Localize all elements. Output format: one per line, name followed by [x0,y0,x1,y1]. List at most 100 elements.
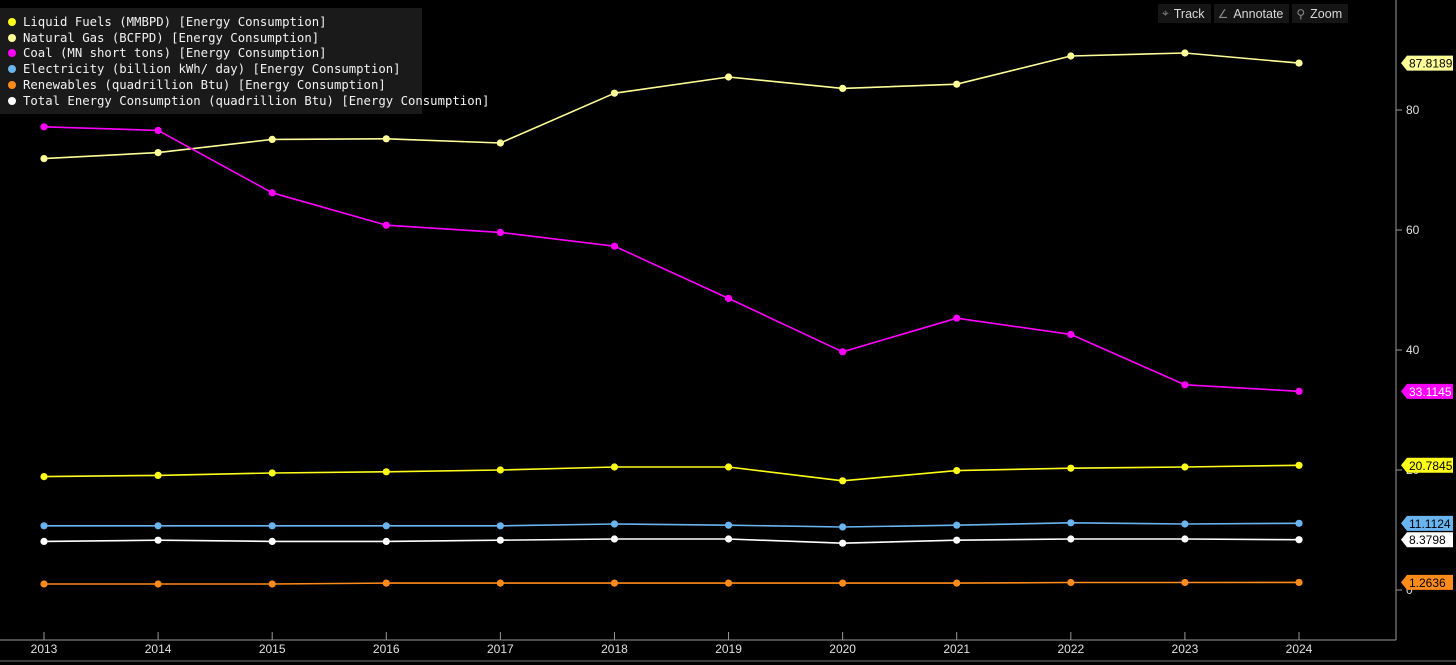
series-3-point[interactable] [1067,330,1075,338]
series-5-point[interactable] [839,579,847,587]
series-3-last-value-flag [1401,383,1453,399]
series-3-line [43,126,1300,393]
series-2-point[interactable] [154,149,162,157]
series-4-point[interactable] [496,522,504,530]
series-2-point[interactable] [1295,59,1303,67]
series-5-point[interactable] [382,579,390,587]
series-1-point[interactable] [724,463,733,471]
series-5-point[interactable] [496,579,504,587]
series-2-point[interactable] [1067,52,1075,60]
series-4-point[interactable] [724,521,733,529]
series-6-point[interactable] [496,536,504,544]
legend-item[interactable]: Coal (MN short tons) [Energy Consumption… [8,46,422,62]
series-1-point[interactable] [953,467,961,475]
series-2-point[interactable] [268,135,276,143]
series-3-point[interactable] [496,228,504,236]
legend-swatch [8,81,16,90]
series-4-point[interactable] [1181,520,1189,528]
series-3-point[interactable] [724,294,733,302]
legend-item[interactable]: Natural Gas (BCFPD) [Energy Consumption] [8,30,422,46]
x-tick-label: 2019 [715,642,742,656]
series-5-point[interactable] [40,580,48,588]
series-5-point[interactable] [724,579,733,587]
series-1-point[interactable] [154,471,162,479]
series-5-point[interactable] [154,580,162,588]
series-5-point[interactable] [1295,578,1303,587]
legend-item[interactable]: Total Energy Consumption (quadrillion Bt… [8,93,489,109]
series-4-point[interactable] [953,521,961,529]
series-6-last-value-flag [1401,532,1453,548]
legend-item[interactable]: Renewables (quadrillion Btu) [Energy Con… [8,77,422,93]
series-5-point[interactable] [610,579,619,587]
series-3-point[interactable] [382,221,390,229]
series-2-point[interactable] [1181,49,1189,57]
series-4-point[interactable] [1295,519,1303,527]
series-4-point[interactable] [610,520,619,528]
crosshair-icon: ⌖ [1162,6,1169,20]
legend-item[interactable]: Electricity (billion kWh/ day) [Energy C… [8,61,422,77]
series-3-point[interactable] [953,314,961,322]
series-6-last-value-label: 8.3798 [1401,532,1453,548]
series-5-last-value-text: 1.2636 [1409,576,1446,590]
series-1-point[interactable] [1067,464,1075,472]
series-4-point[interactable] [382,522,390,530]
series-4-point[interactable] [40,522,48,530]
annotate-button[interactable]: ∠ Annotate [1213,4,1290,23]
series-2-point[interactable] [496,139,504,147]
series-1-point[interactable] [40,473,48,481]
series-3-point[interactable] [40,123,48,131]
series-4-point[interactable] [839,523,847,531]
series-1-point[interactable] [268,469,276,477]
series-6-point[interactable] [724,535,733,543]
series-5-point[interactable] [953,579,961,587]
legend-label: Liquid Fuels (MMBPD) [Energy Consumption… [23,14,327,29]
x-tick-label: 2020 [829,642,856,656]
series-4-point[interactable] [1067,519,1075,527]
series-2-point[interactable] [382,135,390,143]
series-1-point[interactable] [1295,461,1303,469]
series-2-point[interactable] [610,89,619,97]
series-3-point[interactable] [268,189,276,197]
x-tick-label: 2016 [373,642,400,656]
series-6-point[interactable] [953,536,961,544]
series-2-point[interactable] [724,73,733,81]
series-6-point[interactable] [1067,535,1075,543]
series-2 [40,49,1303,163]
series-3-point[interactable] [154,126,162,134]
series-6-point[interactable] [382,537,390,546]
series-2-line [43,52,1300,160]
series-1-point[interactable] [839,477,847,485]
track-button[interactable]: ⌖ Track [1158,4,1211,23]
series-5-point[interactable] [268,580,276,588]
series-1-point[interactable] [382,468,390,476]
series-2-point[interactable] [953,80,961,88]
series-2-point[interactable] [839,84,847,92]
series-2-point[interactable] [40,155,48,163]
series-6-point[interactable] [154,536,162,544]
series-3 [40,123,1303,395]
series-6-point[interactable] [40,537,48,546]
y-tick-label: 80 [1406,103,1420,117]
series-1-point[interactable] [496,466,504,474]
series-3-point[interactable] [839,348,847,356]
series-6-point[interactable] [839,539,847,547]
x-tick-label: 2023 [1172,642,1199,656]
series-5-point[interactable] [1181,578,1189,587]
series-4-point[interactable] [268,522,276,530]
series-3-point[interactable] [1181,381,1189,389]
series-6-point[interactable] [1181,535,1189,543]
series-6-point[interactable] [1295,536,1303,544]
series-3-point[interactable] [1295,387,1303,395]
x-tick-label: 2021 [943,642,970,656]
series-1-point[interactable] [610,463,619,471]
series-1-point[interactable] [1181,463,1189,471]
legend-item[interactable]: Liquid Fuels (MMBPD) [Energy Consumption… [8,14,422,30]
series-3-point[interactable] [610,242,619,250]
zoom-button[interactable]: ⚲ Zoom [1292,4,1349,23]
series-5-last-value-label: 1.2636 [1401,574,1453,590]
series-6-point[interactable] [610,535,619,543]
series-5-point[interactable] [1067,578,1075,587]
series-4-point[interactable] [154,522,162,530]
series-6-point[interactable] [268,537,276,546]
